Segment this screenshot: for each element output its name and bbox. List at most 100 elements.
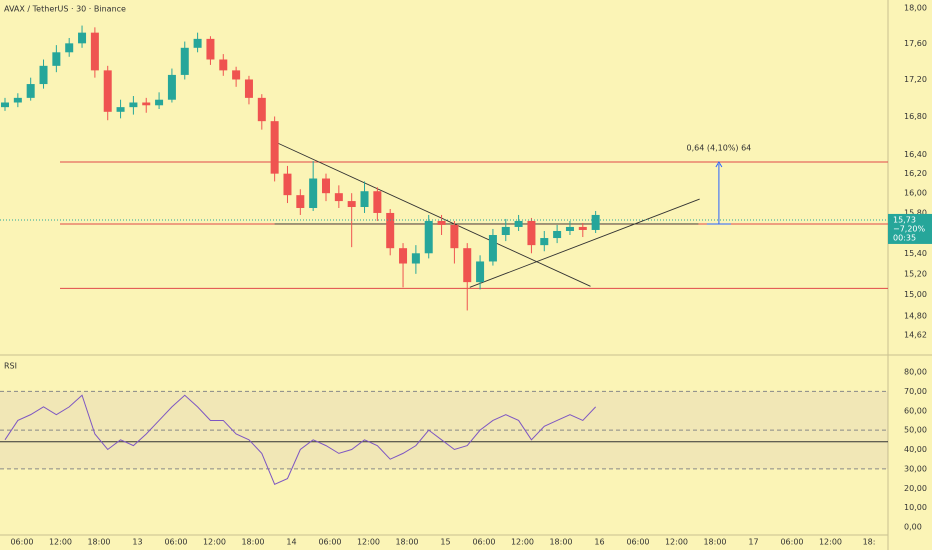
measure-arrow <box>715 161 723 168</box>
y-tick-label: 16,40 <box>904 150 927 159</box>
candle-body <box>78 32 87 44</box>
y-tick-label: 17,20 <box>904 75 927 84</box>
candle-body <box>437 220 446 225</box>
x-tick-label: 12:00 <box>511 538 534 547</box>
candle-body <box>116 107 125 112</box>
candle-body <box>450 224 459 249</box>
y-tick-label: 18,00 <box>904 4 927 13</box>
rsi-line <box>4 394 597 486</box>
y-tick-label: 16,80 <box>904 112 927 121</box>
candle-body <box>219 59 228 71</box>
x-tick-label: 06:00 <box>318 538 341 547</box>
price-tag-change: −7,20% <box>893 224 926 233</box>
candle-body <box>488 235 497 262</box>
candle-body <box>309 178 318 208</box>
chart-title: AVAX / TetherUS · 30 · Binance <box>4 5 126 14</box>
candle-body <box>270 121 279 174</box>
x-tick-label: 18: <box>863 538 876 547</box>
candle-body <box>193 38 202 48</box>
candle-body <box>103 70 112 112</box>
rsi-tick-label: 20,00 <box>904 484 927 493</box>
y-tick-label: 15,00 <box>904 290 927 299</box>
y-tick-label: 15,20 <box>904 269 927 278</box>
y-tick-label: 17,60 <box>904 39 927 48</box>
rsi-tick-label: 50,00 <box>904 426 927 435</box>
rsi-tick-label: 70,00 <box>904 387 927 396</box>
x-tick-label: 17 <box>748 538 758 547</box>
x-tick-label: 16 <box>594 538 604 547</box>
y-tick-label: 16,00 <box>904 189 927 198</box>
measure-label: 0,64 (4,10%) 64 <box>687 144 752 153</box>
price-tag <box>888 213 932 244</box>
candle-body <box>514 220 523 227</box>
price-tag-value: 15,73 <box>893 215 916 224</box>
candle-body <box>13 97 22 103</box>
candle-body <box>206 38 215 60</box>
candle-body <box>411 253 420 264</box>
x-tick-label: 12:00 <box>665 538 688 547</box>
candle-body <box>527 220 536 246</box>
candle-body <box>142 102 151 106</box>
candle-body <box>296 195 305 208</box>
candle-body <box>565 226 574 231</box>
candle-body <box>283 173 292 196</box>
candle-body <box>257 97 266 122</box>
y-tick-label: 16,20 <box>904 169 927 178</box>
x-tick-label: 06:00 <box>10 538 33 547</box>
candle-body <box>540 238 549 246</box>
rsi-tick-label: 10,00 <box>904 503 927 512</box>
x-tick-label: 18:00 <box>395 538 418 547</box>
candle-body <box>232 70 241 80</box>
candle-body <box>129 102 138 108</box>
candle-body <box>373 191 382 213</box>
x-tick-label: 15 <box>440 538 450 547</box>
candle-body <box>1 102 9 108</box>
y-tick-label: 14,80 <box>904 311 927 320</box>
rsi-tick-label: 30,00 <box>904 464 927 473</box>
candle-body <box>386 212 395 249</box>
candle-body <box>52 52 61 66</box>
x-tick-label: 18:00 <box>703 538 726 547</box>
x-tick-label: 18:00 <box>87 538 110 547</box>
x-tick-label: 06:00 <box>164 538 187 547</box>
candle-body <box>463 248 472 283</box>
x-tick-label: 13 <box>132 538 142 547</box>
candle-body <box>360 191 369 208</box>
candle-body <box>578 226 587 230</box>
x-tick-label: 12:00 <box>203 538 226 547</box>
candle-body <box>591 214 600 230</box>
price-tag-timer: 00:35 <box>893 233 916 242</box>
y-tick-label: 14,62 <box>904 331 927 340</box>
candle-body <box>39 65 48 85</box>
x-tick-label: 18:00 <box>549 538 572 547</box>
x-tick-label: 18:00 <box>241 538 264 547</box>
candle-body <box>180 47 189 75</box>
candle-body <box>553 230 562 239</box>
candle-body <box>26 84 35 98</box>
candle-body <box>424 220 433 254</box>
x-tick-label: 06:00 <box>626 538 649 547</box>
candle-body <box>65 43 74 53</box>
candle-body <box>167 74 176 100</box>
candle-body <box>476 261 485 283</box>
rsi-tick-label: 0,00 <box>904 523 922 532</box>
candle-body <box>501 226 510 236</box>
candle-body <box>90 32 99 71</box>
candle-body <box>334 193 343 202</box>
candle-body <box>155 99 164 106</box>
x-tick-label: 06:00 <box>472 538 495 547</box>
rsi-tick-label: 80,00 <box>904 368 927 377</box>
candle-body <box>244 79 253 98</box>
candle-body <box>399 248 408 264</box>
candle-body <box>322 178 330 194</box>
y-tick-label: 15,80 <box>904 208 927 217</box>
rsi-tick-label: 40,00 <box>904 445 927 454</box>
candle-body <box>347 201 356 208</box>
rsi-title: RSI <box>4 362 17 371</box>
x-tick-label: 14 <box>286 538 296 547</box>
x-tick-label: 06:00 <box>780 538 803 547</box>
x-tick-label: 12:00 <box>49 538 72 547</box>
x-tick-label: 12:00 <box>357 538 380 547</box>
